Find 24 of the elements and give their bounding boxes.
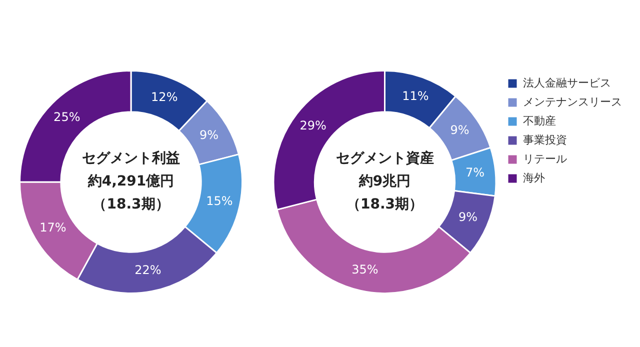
text: セグメント資産: [336, 150, 434, 167]
data-label: 9%: [458, 210, 478, 224]
data-label: 22%: [134, 263, 162, 278]
text: セグメント利益: [82, 150, 180, 167]
data-label: 7%: [465, 166, 485, 180]
legend-label: 不動産: [523, 114, 556, 128]
legend-label: メンテナンスリース: [523, 95, 622, 108]
data-label: 35%: [352, 262, 378, 277]
data-label: 17%: [40, 220, 66, 234]
legend-label: 法人金融サービス: [523, 76, 611, 90]
text: 約9兆円: [358, 174, 411, 190]
text: 約4,291億円: [86, 172, 174, 190]
legend-label: 事業投資: [523, 133, 567, 146]
text: （18.3期）: [92, 196, 170, 213]
legend-label: リテール: [523, 152, 567, 166]
data-label: 9%: [200, 128, 219, 142]
text: （18.3期）: [346, 196, 424, 213]
data-label: 15%: [206, 194, 233, 208]
data-label: 9%: [450, 123, 470, 138]
data-label: 11%: [402, 88, 429, 103]
legend-label: 海外: [523, 171, 545, 184]
data-label: 29%: [300, 118, 326, 133]
data-label: 25%: [54, 110, 80, 124]
data-label: 12%: [151, 90, 178, 104]
